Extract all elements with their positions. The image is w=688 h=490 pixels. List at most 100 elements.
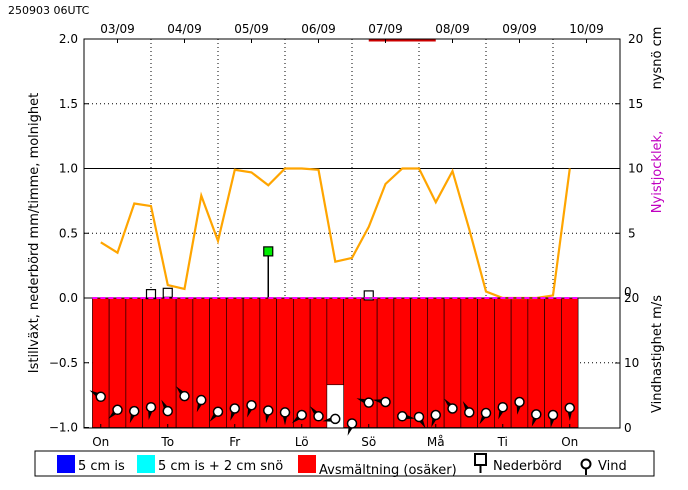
wind-marker xyxy=(413,411,426,429)
wind-circle xyxy=(212,406,224,417)
y-tick-label-left: 1.0 xyxy=(59,162,78,176)
melt-bar xyxy=(410,297,428,428)
wind-circle xyxy=(330,413,341,425)
x-tick-label-date: 05/09 xyxy=(234,22,269,36)
wind-circle xyxy=(246,400,257,411)
wind-circle xyxy=(263,405,274,416)
legend-label-precip: Nederbörd xyxy=(493,459,562,474)
wind-circle xyxy=(196,394,207,406)
wind-marker xyxy=(129,405,140,424)
y-axis-label-right-bottom: Vindhastighet m/s xyxy=(650,295,665,413)
y-tick-label-right-top: 15 xyxy=(628,97,643,111)
x-tick-label-date: 03/09 xyxy=(100,22,135,36)
x-tick-label-day: To xyxy=(160,435,174,449)
y-tick-label-left: 2.0 xyxy=(59,32,78,46)
y-tick-label-right-top: 5 xyxy=(628,226,636,240)
y-axis-label-right-top-a: nysnö cm xyxy=(650,27,665,90)
melt-bar xyxy=(544,297,562,428)
wind-marker xyxy=(291,409,307,424)
melt-bar xyxy=(427,297,445,428)
melt-bar xyxy=(92,297,110,428)
y-tick-label-right-top: 20 xyxy=(628,32,643,46)
cloudiness-series xyxy=(100,167,571,300)
legend-label-ice: 5 cm is xyxy=(78,459,125,474)
wind-marker xyxy=(322,413,341,425)
y-tick-label-left: 0.0 xyxy=(59,291,78,305)
wind-circle xyxy=(531,409,542,420)
wind-marker xyxy=(462,401,475,418)
wind-marker xyxy=(497,401,508,420)
wind-circle xyxy=(380,396,391,408)
precip-box xyxy=(162,287,173,298)
precip-box xyxy=(263,246,274,257)
y-tick-label-right-top: 10 xyxy=(628,162,643,176)
wind-circle xyxy=(279,407,291,418)
wind-marker xyxy=(479,407,492,425)
wind-circle xyxy=(229,403,240,414)
wind-circle xyxy=(145,401,157,413)
wind-marker xyxy=(108,404,123,419)
wind-circle xyxy=(313,411,324,422)
melt-bar xyxy=(360,297,378,428)
y-tick-label-left: −1.0 xyxy=(49,421,78,435)
legend-wind-icon xyxy=(580,458,592,475)
x-tick-label-date: 09/09 xyxy=(502,22,537,36)
precip-box xyxy=(363,290,374,301)
x-tick-label-date: 08/09 xyxy=(435,22,470,36)
y-axis-label-right-top-b: Nyistjocklek, xyxy=(650,131,665,213)
melt-bar xyxy=(393,297,411,428)
wind-marker xyxy=(176,386,190,402)
x-tick-label-day: Lö xyxy=(295,435,309,449)
axis-ticks: 2.01.51.00.50.0−0.5−1.0201510502010003/0… xyxy=(49,22,643,449)
wind-marker xyxy=(279,407,291,426)
wind-circle xyxy=(162,405,173,417)
x-tick-label-date: 10/09 xyxy=(569,22,604,36)
legend-label-wind: Vind xyxy=(598,459,627,474)
wind-circle xyxy=(413,411,425,423)
wind-marker xyxy=(310,406,324,422)
wind-marker xyxy=(209,406,224,422)
legend-label-melt: Avsmältning (osäker) xyxy=(319,463,457,478)
wind-circle xyxy=(296,409,307,421)
wind-markers xyxy=(89,386,575,436)
legend-label-ice-snow: 5 cm is + 2 cm snö xyxy=(158,459,283,474)
y-tick-label-left: 1.5 xyxy=(59,97,78,111)
wind-marker xyxy=(161,399,173,417)
wind-marker xyxy=(397,411,416,422)
x-tick-label-day: Sö xyxy=(361,435,376,449)
melt-bar xyxy=(293,297,311,428)
x-tick-label-day: Ti xyxy=(497,435,508,449)
legend-precip-icon xyxy=(474,453,487,473)
legend-swatch-blue xyxy=(57,455,75,473)
wind-marker xyxy=(89,390,106,403)
x-tick-label-day: On xyxy=(92,435,109,449)
x-tick-label-day: On xyxy=(561,435,578,449)
wind-circle xyxy=(363,397,374,408)
wind-marker xyxy=(145,401,157,420)
y-axis-label-left: Istillväxt, nederbörd mm/timme, molnighe… xyxy=(27,93,42,373)
precip-marker xyxy=(263,246,274,298)
x-tick-label-date: 06/09 xyxy=(301,22,336,36)
wind-circle xyxy=(497,401,508,413)
wind-marker xyxy=(564,402,575,421)
wind-marker xyxy=(263,405,274,424)
wind-marker xyxy=(547,409,559,428)
precip-marker xyxy=(162,287,173,298)
wind-circle xyxy=(564,402,575,414)
wind-circle xyxy=(95,391,106,403)
y-tick-label-right-bottom: 0 xyxy=(624,421,632,435)
wind-circle xyxy=(430,409,441,421)
melt-bar xyxy=(175,297,194,428)
x-tick-label-date: 04/09 xyxy=(167,22,202,36)
melt-bar xyxy=(376,297,395,428)
y-tick-label-left: −0.5 xyxy=(49,356,78,370)
melt-bar xyxy=(309,297,328,428)
x-tick-label-day: Må xyxy=(427,435,445,449)
wind-circle xyxy=(480,407,492,419)
wind-marker xyxy=(229,403,240,421)
wind-circle xyxy=(447,403,458,414)
melt-bar xyxy=(192,297,210,428)
wind-circle xyxy=(179,390,190,402)
melt-bar xyxy=(326,297,344,386)
